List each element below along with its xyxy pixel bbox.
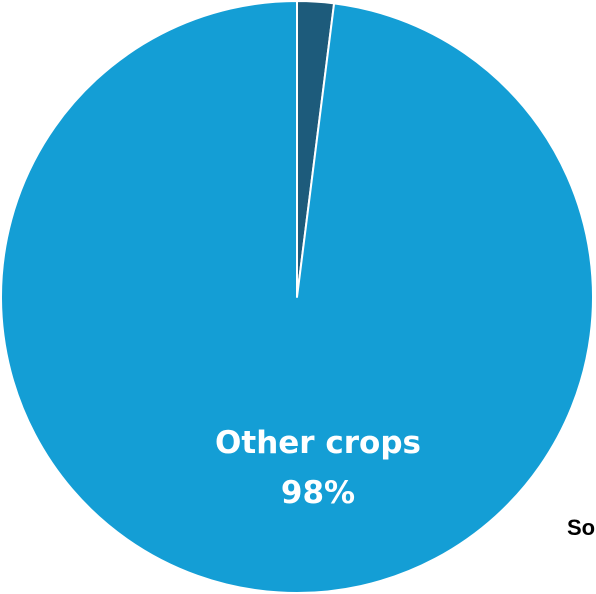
slice-label-other-crops: Other crops 98% xyxy=(215,418,421,518)
slice-label-name: Other crops xyxy=(215,425,421,461)
slice-label-value: 98% xyxy=(280,475,356,511)
source-note: So xyxy=(567,515,596,540)
